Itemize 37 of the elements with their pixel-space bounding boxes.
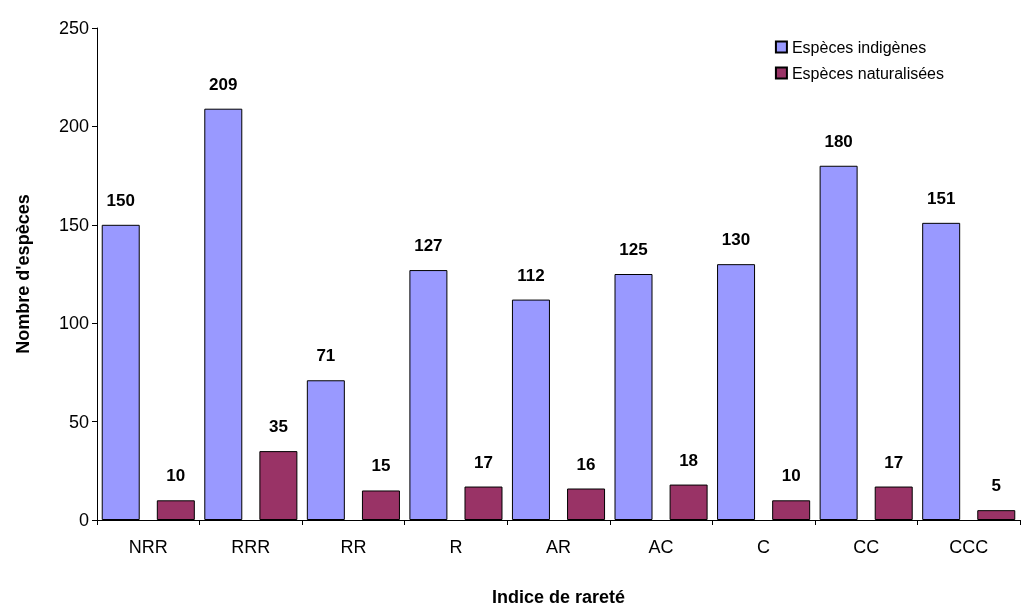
data-label: 35	[268, 417, 288, 437]
y-tick-label: 0	[78, 510, 89, 530]
data-label: 112	[517, 265, 545, 285]
x-tick-label: AR	[545, 537, 572, 557]
data-label: 15	[371, 456, 391, 476]
x-tick-label: R	[449, 537, 463, 557]
x-tick-label: NRR	[128, 537, 168, 557]
data-label: 125	[619, 240, 648, 259]
data-label: 150	[106, 190, 135, 210]
legend-label: Espèces indigènes	[791, 38, 927, 56]
data-label: 209	[209, 74, 238, 94]
data-label: 16	[576, 454, 596, 474]
x-tick-label: RRR	[231, 537, 271, 557]
data-label: 130	[721, 230, 751, 250]
y-tick-label: 100	[58, 313, 89, 334]
data-label: 10	[781, 466, 801, 486]
y-tick-label: 250	[58, 18, 89, 38]
y-axis-title: Nombre d'espèces	[13, 194, 33, 354]
x-tick-label: AC	[648, 537, 674, 557]
data-label: 17	[474, 452, 493, 472]
data-label: 5	[991, 476, 1002, 496]
y-tick-label: 50	[68, 411, 89, 432]
legend-label: Espèces naturalisées	[791, 64, 945, 82]
x-tick-label: CCC	[949, 537, 989, 557]
data-label: 151	[926, 188, 956, 208]
data-label: 180	[824, 131, 853, 151]
x-axis-title: Indice de rareté	[491, 587, 626, 607]
x-tick-label: C	[757, 537, 771, 557]
x-tick-label: RR	[340, 537, 367, 557]
data-label: 71	[316, 346, 336, 366]
data-label: 17	[884, 452, 904, 472]
y-tick-label: 200	[58, 116, 89, 137]
y-tick-label: 150	[58, 214, 89, 235]
data-label: 127	[414, 236, 443, 256]
data-label: 10	[166, 466, 186, 486]
data-label: 18	[679, 450, 699, 470]
x-tick-label: CC	[853, 537, 880, 557]
